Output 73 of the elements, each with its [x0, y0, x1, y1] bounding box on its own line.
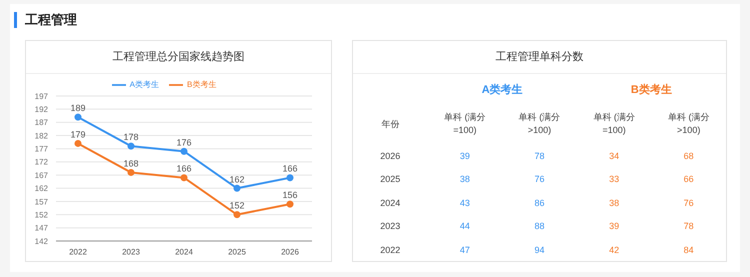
data-label: 47 — [458, 244, 471, 257]
data-label: 166 — [282, 164, 298, 174]
y-tick-label: 162 — [34, 184, 49, 194]
y-tick-label: 182 — [34, 131, 49, 140]
point — [74, 114, 82, 121]
y-tick-label: 172 — [34, 158, 49, 167]
data-label: 68 — [682, 150, 695, 163]
point — [234, 184, 240, 192]
chart-title: 工程管理 — [14, 12, 77, 28]
y-tick-label: 142 — [34, 236, 49, 246]
y-tick-label: 177 — [34, 144, 49, 154]
data-label: 39 — [458, 150, 471, 163]
data-label: 84 — [682, 244, 695, 257]
legend-label: B类考生 — [187, 80, 216, 90]
text: B类考生 — [630, 82, 673, 98]
x-tick-label: 单科 (满分=100) — [443, 111, 487, 137]
y-tick-label: 197 — [34, 92, 49, 101]
y-tick-label: 157 — [34, 197, 49, 206]
data-label: 39 — [608, 220, 620, 234]
chart-title: 工程管理单科分数 — [353, 41, 726, 74]
data-label: 42 — [608, 244, 620, 257]
data-label: 176 — [176, 137, 192, 148]
legend-label: A类考生 — [130, 80, 159, 90]
data-label: 86 — [533, 196, 546, 210]
data-label: 34 — [608, 150, 620, 163]
x-tick-label: 单科 (满分=100) — [592, 111, 636, 137]
x-tick-label: 单科 (满分>100) — [666, 111, 710, 137]
data-label: 156 — [282, 190, 298, 200]
data-label: 43 — [458, 196, 471, 210]
y-tick-label: 2025 — [379, 173, 402, 186]
y-tick-label: 2026 — [379, 150, 402, 163]
data-label: 66 — [682, 173, 695, 186]
x-tick-label: 2025 — [228, 248, 246, 257]
point — [128, 142, 134, 150]
data-label: 94 — [533, 244, 546, 257]
data-label: 168 — [123, 158, 139, 168]
data-label: 166 — [176, 164, 192, 174]
x-tick-label: 2022 — [69, 248, 88, 257]
data-label: 38 — [458, 173, 471, 186]
x-tick-label: 单科 (满分>100) — [518, 111, 562, 137]
point — [128, 168, 134, 176]
x-tick-label: 2023 — [122, 248, 140, 257]
x-tick-label: 2024 — [175, 248, 194, 257]
chart-subtitle: 工程管理总分国家线趋势图 — [26, 41, 331, 74]
point — [74, 140, 82, 147]
y-axis-title: 年份 — [380, 118, 400, 130]
data-label: 38 — [608, 196, 620, 210]
data-label: 78 — [682, 220, 695, 234]
data-label: 189 — [70, 103, 86, 114]
y-tick-label: 187 — [34, 118, 49, 128]
point — [180, 148, 188, 155]
data-label: 179 — [70, 129, 86, 140]
x-tick-label: 2026 — [281, 248, 300, 257]
data-label: 78 — [533, 150, 546, 163]
y-tick-label: 2024 — [379, 196, 402, 210]
point — [234, 211, 240, 218]
point — [180, 174, 188, 182]
data-label: 152 — [229, 200, 245, 211]
data-label: 162 — [229, 174, 245, 184]
y-tick-label: 152 — [34, 210, 49, 220]
data-label: 178 — [123, 132, 139, 142]
y-tick-label: 2023 — [379, 220, 402, 234]
data-label: 88 — [533, 220, 546, 234]
text: A类考生 — [480, 82, 524, 98]
point — [286, 174, 294, 182]
data-label: 33 — [608, 173, 620, 186]
data-label: 76 — [682, 196, 695, 210]
point — [286, 200, 294, 208]
y-tick-label: 147 — [34, 224, 49, 233]
data-label: 44 — [458, 220, 471, 234]
y-tick-label: 167 — [34, 170, 49, 180]
y-tick-label: 192 — [34, 105, 49, 114]
data-label: 76 — [533, 173, 546, 186]
